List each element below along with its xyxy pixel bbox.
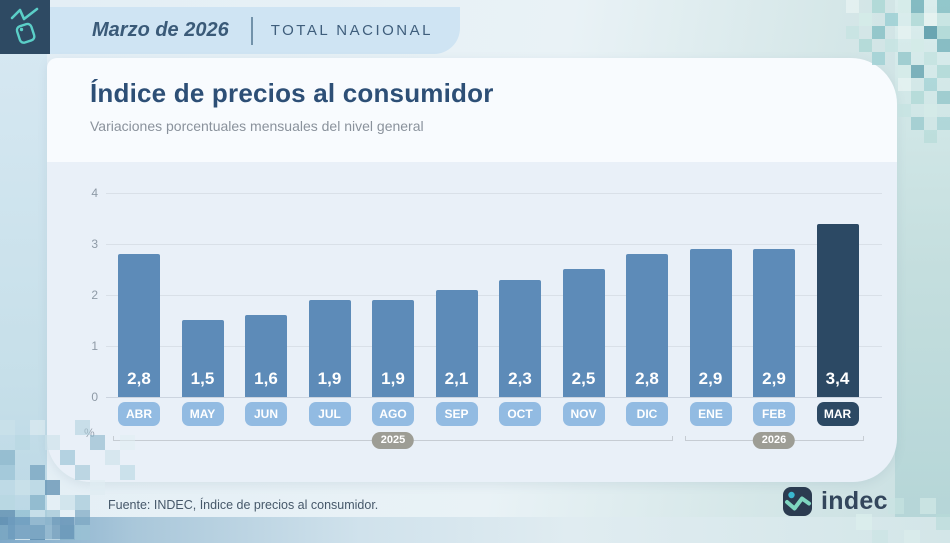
month-pill: NOV bbox=[562, 402, 605, 426]
page-subtitle: Variaciones porcentuales mensuales del n… bbox=[90, 118, 424, 134]
gridline bbox=[106, 346, 882, 347]
month-pill: ENE bbox=[689, 402, 732, 426]
bar-value-label: 2,9 bbox=[698, 369, 723, 388]
bar-value-label: 1,5 bbox=[190, 369, 215, 388]
month-pill: SEP bbox=[435, 402, 478, 426]
gridline bbox=[106, 397, 882, 398]
bar-value-label: 2,9 bbox=[762, 369, 786, 388]
month-pill: JUL bbox=[308, 402, 351, 426]
gridline bbox=[106, 193, 882, 194]
indec-logo-text: indec bbox=[821, 486, 888, 515]
indec-logomark-icon bbox=[783, 487, 812, 516]
report-scope: TOTAL NACIONAL bbox=[270, 22, 433, 39]
month-pill: AGO bbox=[372, 402, 414, 426]
y-tick-label: 4 bbox=[91, 186, 98, 200]
bar-value-label: 1,9 bbox=[317, 369, 342, 388]
bar bbox=[562, 269, 605, 397]
bar bbox=[499, 280, 541, 397]
year-pill: 2026 bbox=[752, 432, 796, 449]
bar bbox=[308, 300, 351, 397]
report-period: Marzo de 2026 bbox=[92, 19, 229, 41]
header-separator bbox=[250, 16, 253, 45]
bar-value-label: 2,8 bbox=[127, 369, 151, 388]
bar bbox=[816, 224, 859, 397]
bar bbox=[626, 254, 668, 397]
page-title: Índice de precios al consumidor bbox=[90, 78, 494, 108]
gridline bbox=[106, 295, 882, 296]
bar bbox=[372, 300, 414, 397]
month-pill: ABR bbox=[118, 402, 160, 426]
year-pill: 2025 bbox=[371, 432, 415, 449]
month-pill: MAR bbox=[816, 402, 859, 426]
y-tick-label: 3 bbox=[91, 237, 98, 251]
month-pill: JUN bbox=[245, 402, 287, 426]
bar bbox=[689, 249, 732, 397]
month-pill: OCT bbox=[499, 402, 541, 426]
y-tick-label: 1 bbox=[91, 339, 98, 353]
y-tick-label: 2 bbox=[91, 288, 98, 302]
bar bbox=[245, 315, 287, 397]
bar bbox=[181, 320, 224, 397]
bar-value-label: 2,8 bbox=[635, 369, 659, 388]
bar-value-label: 1,9 bbox=[381, 369, 405, 388]
month-pill: MAY bbox=[181, 402, 224, 426]
header-band: Marzo de 2026 TOTAL NACIONAL bbox=[50, 7, 460, 54]
bar-value-label: 3,4 bbox=[825, 369, 850, 388]
source-note: Fuente: INDEC, Índice de precios al cons… bbox=[108, 498, 379, 512]
bar bbox=[435, 290, 478, 397]
bottom-gradient-band bbox=[0, 517, 950, 543]
y-axis-unit-label: % bbox=[84, 426, 95, 440]
bar-value-label: 2,1 bbox=[444, 369, 469, 388]
bar-value-label: 2,5 bbox=[571, 369, 596, 388]
price-tag-logo-tile bbox=[0, 0, 50, 54]
card-header: Índice de precios al consumidor Variacio… bbox=[47, 58, 897, 162]
bar bbox=[753, 249, 795, 397]
month-pill: FEB bbox=[753, 402, 795, 426]
price-tag-icon bbox=[10, 7, 39, 44]
gridline bbox=[106, 244, 882, 245]
indec-logo: indec bbox=[782, 485, 888, 517]
month-pill: DIC bbox=[626, 402, 668, 426]
y-tick-label: 0 bbox=[91, 390, 98, 404]
bar-value-label: 1,6 bbox=[254, 369, 278, 388]
bar bbox=[118, 254, 160, 397]
bar-value-label: 2,3 bbox=[508, 369, 532, 388]
